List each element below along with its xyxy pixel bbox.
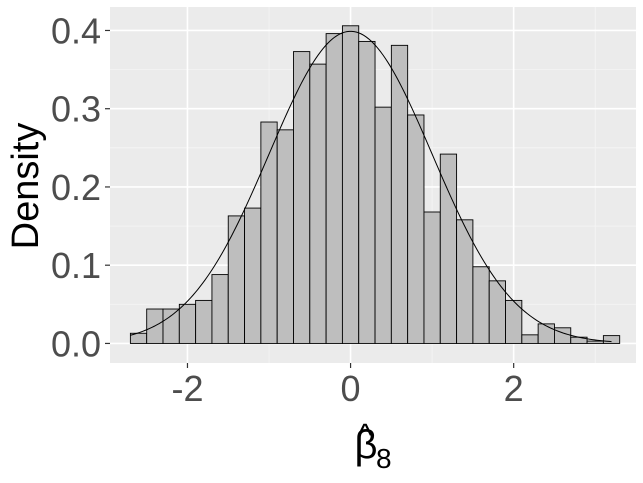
histogram-bar	[227, 215, 246, 344]
histogram-bar	[390, 44, 409, 344]
histogram-bar	[602, 335, 621, 344]
y-tick-label: 0.3	[51, 89, 101, 130]
histogram-bar	[586, 340, 604, 344]
density-curve	[130, 30, 612, 343]
x-tick-label: 2	[504, 368, 524, 409]
histogram-bar	[211, 274, 229, 344]
histogram-bar	[309, 63, 327, 344]
x-axis-title: ^ β 8	[354, 417, 391, 474]
x-axis: -2 0 2	[171, 363, 524, 409]
y-axis-title: Density	[5, 123, 47, 250]
histogram-bar	[276, 129, 294, 344]
x-axis-title-symbol: β	[354, 423, 377, 467]
histogram-bar	[423, 211, 441, 344]
x-tick-label: -2	[171, 368, 203, 409]
y-axis: 0.0 0.1 0.2 0.3 0.4	[51, 10, 110, 364]
histogram-bar	[472, 266, 490, 344]
y-tick-label: 0.0	[51, 323, 101, 364]
histogram-bar	[505, 299, 523, 344]
histogram-bar	[325, 33, 343, 344]
histogram-bar	[341, 25, 360, 344]
y-tick-label: 0.1	[51, 245, 101, 286]
histogram-bar	[439, 153, 458, 344]
x-axis-title-subscript: 8	[376, 443, 392, 474]
histogram-bar	[521, 334, 539, 344]
histogram-bar	[407, 114, 425, 344]
x-axis-title-hat: ^	[357, 417, 372, 453]
histogram-bar	[358, 40, 376, 344]
histogram-bar	[178, 303, 197, 344]
histogram-bar	[553, 327, 572, 344]
y-tick-label: 0.2	[51, 167, 101, 208]
histogram-bar	[293, 51, 311, 344]
histogram-bar	[537, 323, 555, 344]
histogram-bar	[244, 207, 262, 344]
histogram-bar	[162, 308, 180, 344]
x-tick-label: 0	[341, 368, 361, 409]
y-tick-label: 0.4	[51, 10, 101, 51]
histogram-bar	[374, 106, 392, 344]
histogram-bar	[195, 299, 213, 344]
histogram-bar	[488, 280, 506, 344]
